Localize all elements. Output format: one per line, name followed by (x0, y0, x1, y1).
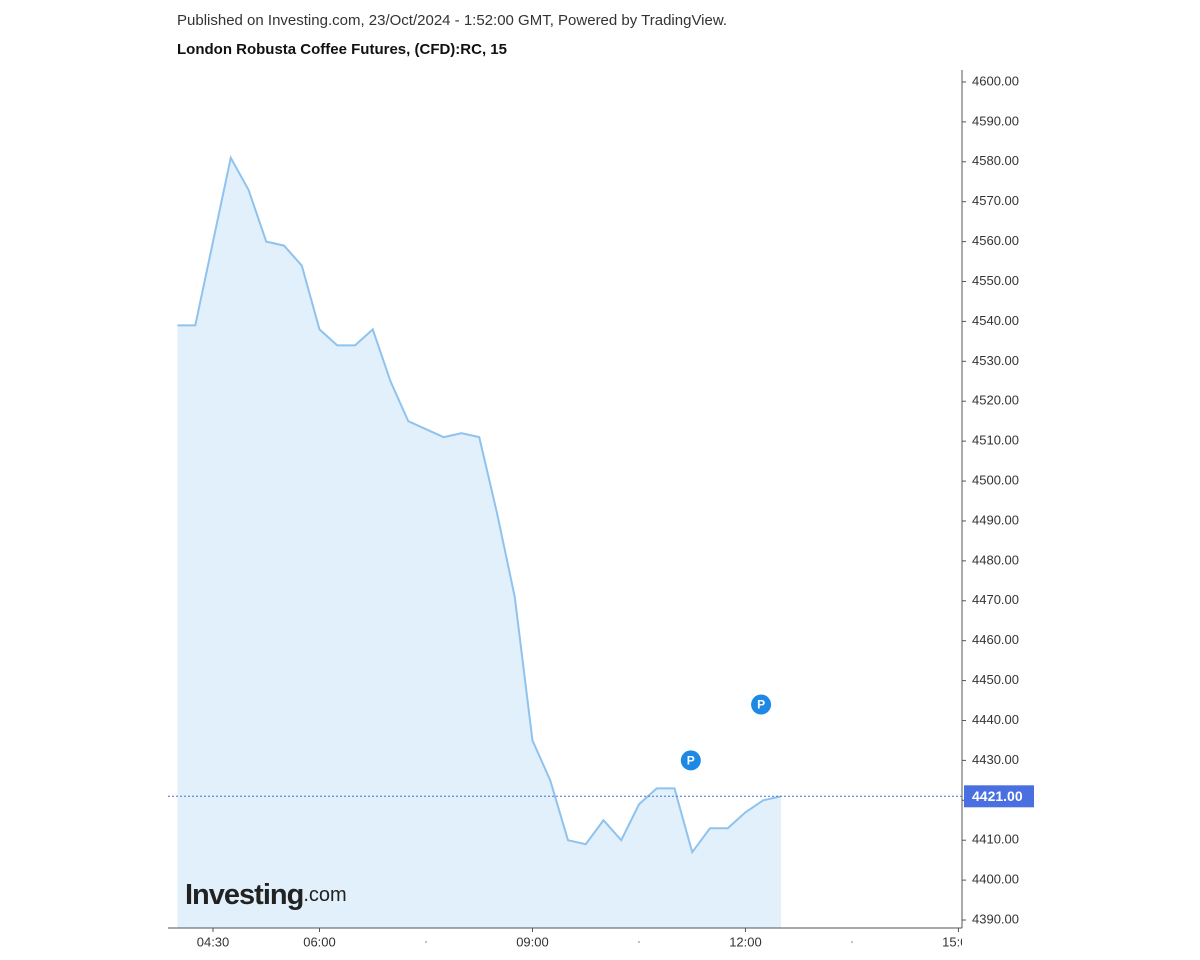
y-tick-label: 4470.00 (972, 592, 1019, 607)
annotation-label: P (757, 698, 765, 712)
y-tick-label: 4590.00 (972, 113, 1019, 128)
logo-main: Investing (185, 879, 303, 911)
plot-area: 04:30 06:00 09:00 12:00 15:00 P P (168, 154, 975, 949)
x-tick-label: 06:00 (303, 934, 336, 949)
y-tick-label: 4450.00 (972, 672, 1019, 687)
y-tick-label: 4540.00 (972, 313, 1019, 328)
annotation-marker (751, 694, 772, 715)
y-tick-label: 4400.00 (972, 872, 1019, 887)
chart-title: London Robusta Coffee Futures, (CFD):RC,… (177, 41, 507, 58)
y-tick-label: 4510.00 (972, 433, 1019, 448)
y-tick-label: 4460.00 (972, 632, 1019, 647)
published-note: Published on Investing.com, 23/Oct/2024 … (177, 12, 727, 29)
y-tick-label: 4530.00 (972, 353, 1019, 368)
y-tick-label: 4440.00 (972, 712, 1019, 727)
annotation-marker (680, 750, 701, 771)
y-tick-label: 4430.00 (972, 752, 1019, 767)
y-tick-label: 4600.00 (972, 73, 1019, 88)
logo: Investing.com (185, 879, 347, 911)
y-tick-label: 4550.00 (972, 273, 1019, 288)
x-tick-label: 04:30 (197, 934, 230, 949)
logo-suffix: .com (303, 884, 346, 906)
x-tick-label: 09:00 (516, 934, 549, 949)
annotation-label: P (687, 754, 695, 768)
y-tick-label: 4480.00 (972, 552, 1019, 567)
y-tick-label: 4500.00 (972, 472, 1019, 487)
last-price-label: 4421.00 (972, 788, 1023, 804)
x-tick-label: 12:00 (729, 934, 762, 949)
y-tick-label: 4410.00 (972, 832, 1019, 847)
x-tick-label: 15:00 (942, 934, 975, 949)
y-tick-label: 4580.00 (972, 153, 1019, 168)
y-tick-label: 4390.00 (972, 911, 1019, 926)
price-line (177, 154, 782, 855)
y-tick-label: 4520.00 (972, 393, 1019, 408)
y-tick-label: 4560.00 (972, 233, 1019, 248)
y-tick-label: 4490.00 (972, 512, 1019, 527)
last-price-tag (964, 785, 1034, 808)
y-tick-label: 4570.00 (972, 193, 1019, 208)
area-fill (177, 157, 781, 928)
